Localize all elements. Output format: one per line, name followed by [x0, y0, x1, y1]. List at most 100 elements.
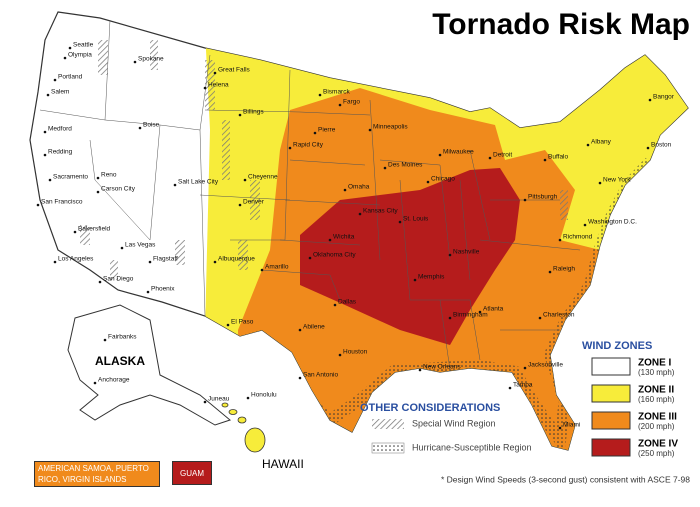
city-label: Pierre — [318, 127, 336, 134]
city-label: Spokane — [138, 56, 164, 63]
city-dot — [238, 113, 242, 117]
legend-title: WIND ZONES — [582, 340, 652, 352]
title: Tornado Risk Map — [432, 8, 690, 41]
city-label: Seattle — [73, 42, 94, 49]
legend-speed: (160 mph) — [638, 395, 675, 404]
city-dot — [308, 256, 312, 260]
city-label: Kansas City — [363, 208, 398, 215]
hatch-swatch — [372, 419, 404, 429]
city-dot — [246, 396, 250, 400]
city-label: Boston — [651, 142, 672, 149]
city-dot — [328, 238, 332, 242]
city-dot — [418, 368, 422, 372]
city-label: Bismarck — [323, 89, 350, 96]
city-label: Denver — [243, 199, 265, 206]
city-dot — [523, 198, 527, 202]
city-label: Detroit — [493, 152, 512, 159]
hawaii — [221, 402, 266, 453]
city-dot — [368, 128, 372, 132]
city-label: Phoenix — [151, 286, 175, 293]
city-dot — [558, 238, 562, 242]
city-label: Dallas — [338, 299, 357, 306]
city-dot — [488, 156, 492, 160]
city-dot — [73, 230, 77, 234]
city-label: Reno — [101, 172, 117, 179]
legend-swatch — [591, 411, 631, 430]
city-label: Redding — [48, 149, 73, 156]
city-label: San Diego — [103, 276, 134, 283]
city-dot — [438, 153, 442, 157]
city-label: Abilene — [303, 324, 325, 331]
city-label: Los Angeles — [58, 256, 94, 263]
legend-swatch — [591, 384, 631, 403]
legend-speed: (200 mph) — [638, 422, 675, 431]
city-label: Portland — [58, 74, 83, 81]
city-label: Bangor — [653, 94, 675, 101]
city-dot — [98, 280, 102, 284]
city-dot — [298, 376, 302, 380]
city-label: Oklahoma City — [313, 252, 356, 259]
city-dot — [133, 60, 137, 64]
city-label: Salem — [51, 89, 69, 96]
legend-speed: (130 mph) — [638, 368, 675, 377]
footnote: * Design Wind Speeds (3-second gust) con… — [441, 474, 690, 484]
city-dot — [448, 253, 452, 257]
city-label: Juneau — [208, 396, 230, 403]
city-dot — [333, 303, 337, 307]
region-label: ALASKA — [95, 354, 145, 368]
legend-swatch — [591, 438, 631, 457]
city-dot — [203, 86, 207, 90]
territory-box: GUAM — [172, 461, 212, 485]
city-label: Richmond — [563, 234, 593, 241]
city-label: Great Falls — [218, 67, 251, 74]
city-label: Nashville — [453, 249, 480, 256]
city-dot — [96, 176, 100, 180]
city-dot — [383, 166, 387, 170]
city-dot — [523, 366, 527, 370]
city-label: Memphis — [418, 274, 445, 281]
city-dot — [548, 270, 552, 274]
city-label: El Paso — [231, 319, 254, 326]
city-label: Salt Lake City — [178, 179, 219, 186]
city-dot — [313, 131, 317, 135]
zone-iv — [300, 168, 520, 345]
city-dot — [413, 278, 417, 282]
city-label: Washington D.C. — [588, 219, 637, 226]
city-dot — [646, 146, 650, 150]
city-dot — [63, 56, 67, 60]
city-label: New York — [603, 177, 631, 184]
city-label: Milwaukee — [443, 149, 474, 156]
city-dot — [46, 93, 50, 97]
city-label: New Orleans — [423, 364, 461, 371]
city-dot — [338, 103, 342, 107]
city-label: Miami — [563, 422, 580, 429]
city-dot — [43, 130, 47, 134]
city-dot — [343, 188, 347, 192]
city-dot — [298, 328, 302, 332]
city-dot — [53, 78, 57, 82]
city-label: Albuquerque — [218, 256, 255, 263]
alaska — [67, 304, 232, 426]
city-label: Fairbanks — [108, 334, 137, 341]
city-dot — [338, 353, 342, 357]
city-label: Des Moines — [388, 162, 423, 169]
city-label: Houston — [343, 349, 368, 356]
city-label: Bakersfield — [78, 226, 111, 233]
legend-zone: ZONE II — [638, 385, 674, 396]
city-dot — [508, 386, 512, 390]
city-dot — [138, 126, 142, 130]
city-label: Carson City — [101, 186, 136, 193]
region-label: HAWAII — [262, 457, 304, 471]
city-dot — [173, 183, 177, 187]
city-dot — [318, 93, 322, 97]
city-dot — [93, 381, 97, 385]
city-dot — [146, 290, 150, 294]
city-dot — [226, 323, 230, 327]
other-item: Special Wind Region — [412, 418, 496, 428]
city-dot — [36, 203, 40, 207]
city-dot — [53, 260, 57, 264]
city-dot — [558, 426, 562, 430]
city-label: Albany — [591, 139, 612, 146]
